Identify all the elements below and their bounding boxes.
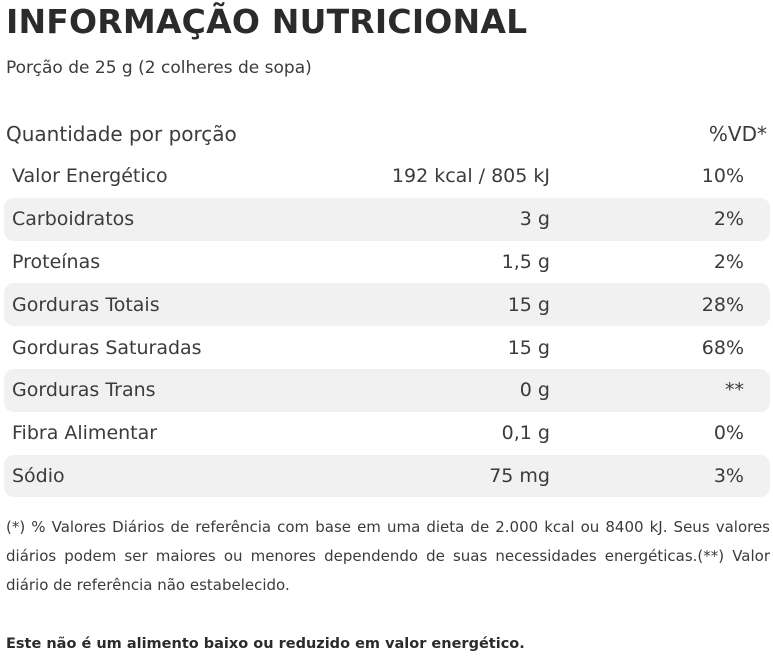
table-row: Gorduras Saturadas 15 g 68% [4, 326, 770, 369]
page-title: INFORMAÇÃO NUTRICIONAL [6, 2, 528, 41]
row-name: Sódio [12, 464, 65, 487]
row-vd: 28% [701, 293, 744, 316]
header-quantity: Quantidade por porção [6, 122, 237, 146]
row-vd: 2% [713, 250, 744, 273]
row-amount: 1,5 g [501, 250, 550, 273]
row-name: Valor Energético [12, 165, 168, 188]
row-vd: 3% [713, 464, 744, 487]
nutrition-table: Valor Energético 192 kcal / 805 kJ 10% C… [4, 155, 770, 498]
header-vd: %VD* [708, 122, 767, 146]
table-row: Fibra Alimentar 0,1 g 0% [4, 412, 770, 455]
row-amount: 3 g [519, 208, 550, 231]
row-vd: 2% [713, 208, 744, 231]
row-amount: 15 g [507, 293, 550, 316]
row-name: Proteínas [12, 250, 101, 273]
row-name: Carboidratos [12, 208, 135, 231]
row-amount: 75 mg [489, 464, 550, 487]
row-amount: 0,1 g [501, 422, 550, 445]
row-vd: 10% [701, 165, 744, 188]
portion-size: Porção de 25 g (2 colheres de sopa) [6, 58, 312, 78]
footnote: (*) % Valores Diários de referência com … [6, 518, 770, 594]
row-vd: ** [725, 379, 744, 402]
table-row: Sódio 75 mg 3% [4, 454, 770, 498]
row-vd: 0% [713, 422, 744, 445]
row-name: Fibra Alimentar [12, 422, 158, 445]
row-vd: 68% [701, 336, 744, 359]
row-amount: 192 kcal / 805 kJ [391, 165, 550, 188]
row-name: Gorduras Totais [12, 293, 160, 316]
table-row: Valor Energético 192 kcal / 805 kJ 10% [4, 155, 770, 198]
table-row: Gorduras Trans 0 g ** [4, 368, 770, 412]
table-header: Quantidade por porção %VD* [6, 120, 767, 152]
row-name: Gorduras Saturadas [12, 336, 202, 359]
row-amount: 15 g [507, 336, 550, 359]
row-amount: 0 g [519, 379, 550, 402]
table-row: Gorduras Totais 15 g 28% [4, 283, 770, 327]
table-row: Proteínas 1,5 g 2% [4, 241, 770, 284]
disclaimer: Este não é um alimento baixo ou reduzido… [6, 636, 525, 652]
row-name: Gorduras Trans [12, 379, 156, 402]
table-row: Carboidratos 3 g 2% [4, 197, 770, 241]
